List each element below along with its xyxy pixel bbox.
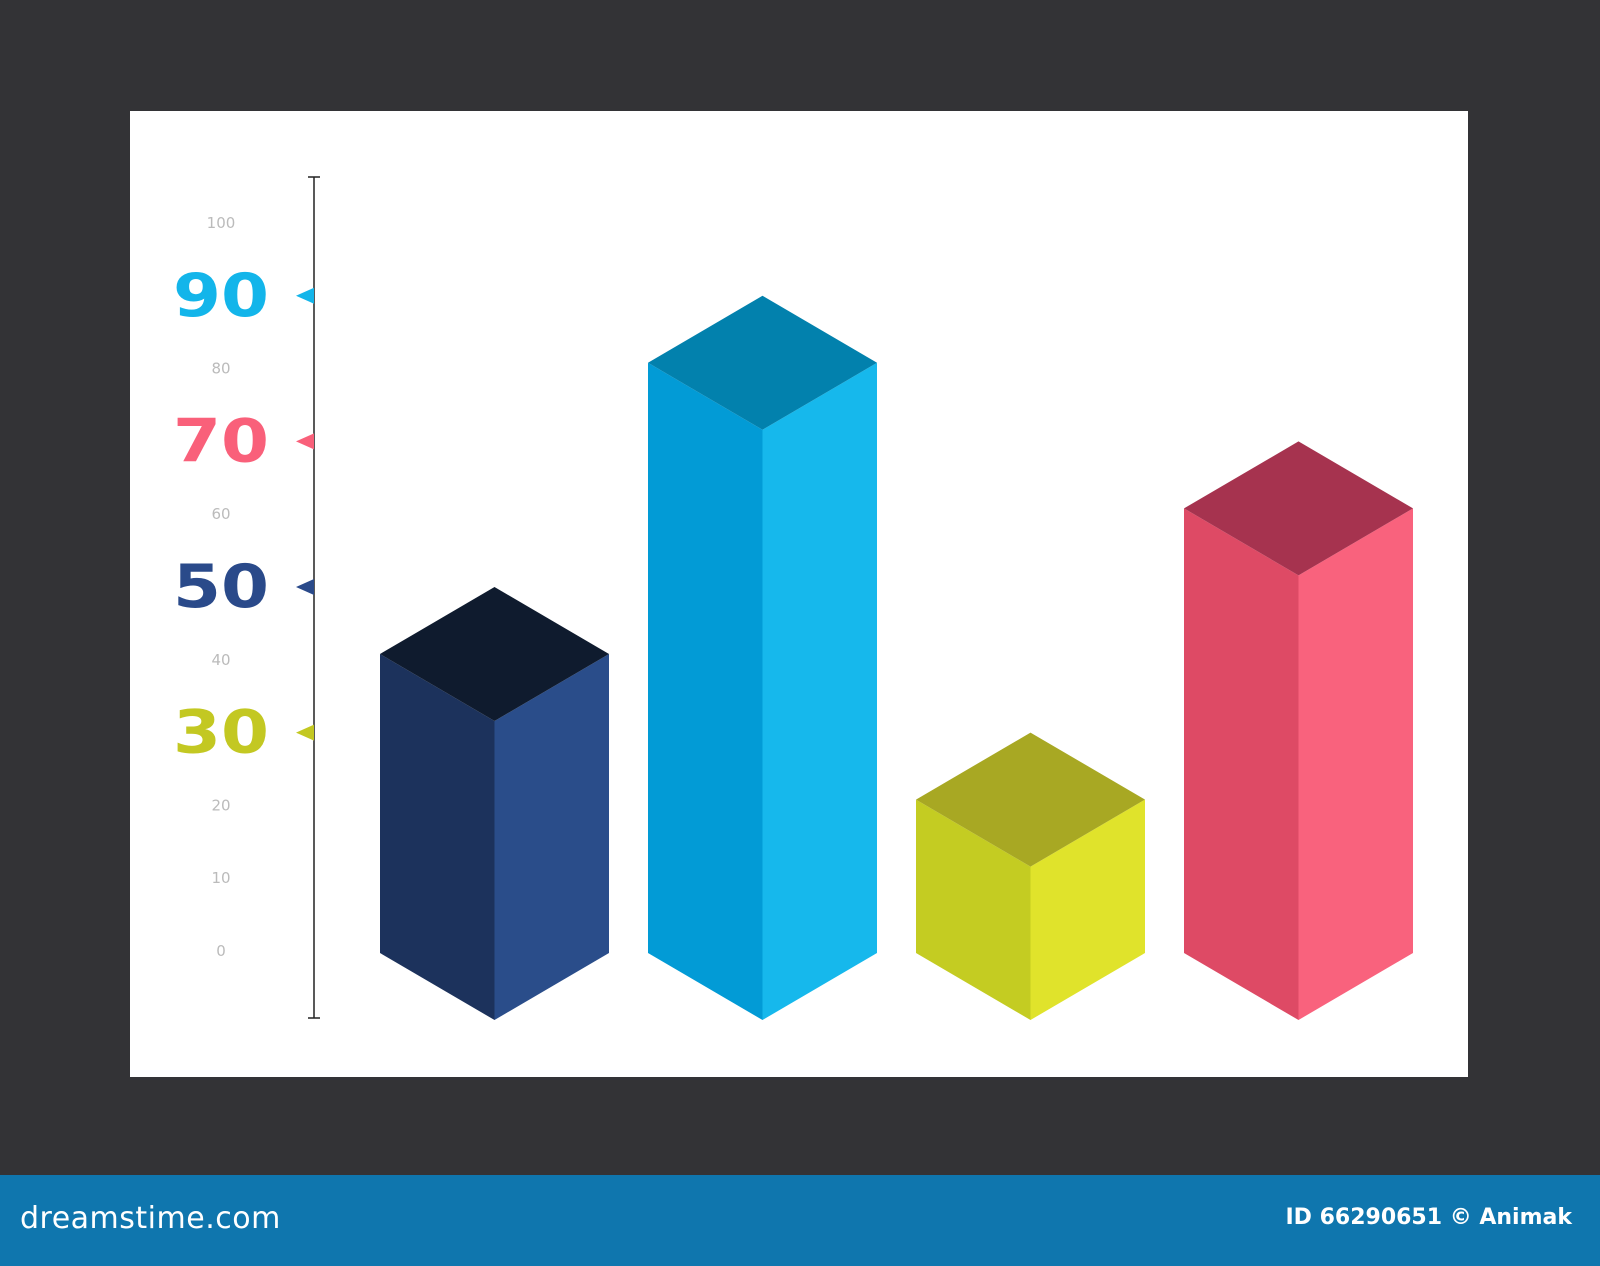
bar-top-face [1184, 441, 1413, 576]
y-marker-triangle [296, 579, 314, 595]
y-tick-label: 80 [211, 360, 230, 378]
bar-right-face [1030, 799, 1145, 1020]
y-tick-label: 40 [211, 651, 230, 669]
chart-panel: 100 80 60 40 20 10 0 90 70 50 30 [130, 111, 1468, 1077]
bar-top-face [648, 295, 877, 430]
bar-right-face [762, 362, 877, 1020]
bar-top-face [916, 732, 1145, 867]
footer-banner: dreamstime.com ID 66290651 © Animak [0, 1175, 1600, 1266]
bar-top-face [380, 587, 609, 721]
bar-left-face [648, 362, 763, 1020]
y-tick-label: 20 [211, 796, 230, 814]
brand-logo-text[interactable]: dreamstime.com [20, 1201, 281, 1236]
y-highlight-label: 90 [173, 261, 269, 331]
bar-right-face [494, 654, 609, 1020]
y-marker-triangle [296, 287, 314, 304]
bar-left-face [1184, 508, 1299, 1020]
bar-left-face [916, 799, 1031, 1020]
y-highlight-label: 70 [173, 406, 269, 476]
image-credit: ID 66290651 © Animak [1285, 1205, 1572, 1230]
y-tick-label: 60 [211, 505, 230, 523]
y-marker-triangle [296, 433, 314, 450]
y-highlight-label: 50 [173, 552, 269, 622]
bar-left-face [380, 654, 495, 1020]
y-tick-label: 0 [216, 942, 226, 960]
y-highlight-label: 30 [173, 698, 269, 768]
y-marker-triangle [296, 724, 314, 741]
y-tick-label: 10 [211, 869, 230, 887]
bar-right-face [1298, 508, 1413, 1020]
y-tick-label: 100 [207, 214, 236, 232]
